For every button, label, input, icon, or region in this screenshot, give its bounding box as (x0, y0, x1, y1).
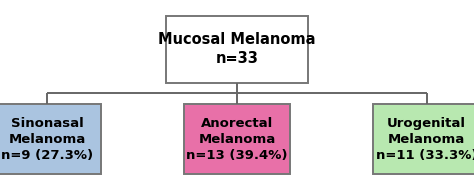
Text: Sinonasal
Melanoma
n=9 (27.3%): Sinonasal Melanoma n=9 (27.3%) (1, 117, 93, 162)
Text: Urogenital
Melanoma
n=11 (33.3%): Urogenital Melanoma n=11 (33.3%) (376, 117, 474, 162)
FancyBboxPatch shape (184, 104, 290, 174)
FancyBboxPatch shape (0, 104, 100, 174)
FancyBboxPatch shape (373, 104, 474, 174)
Text: Mucosal Melanoma
n=33: Mucosal Melanoma n=33 (158, 33, 316, 66)
FancyBboxPatch shape (166, 16, 308, 83)
Text: Anorectal
Melanoma
n=13 (39.4%): Anorectal Melanoma n=13 (39.4%) (186, 117, 288, 162)
